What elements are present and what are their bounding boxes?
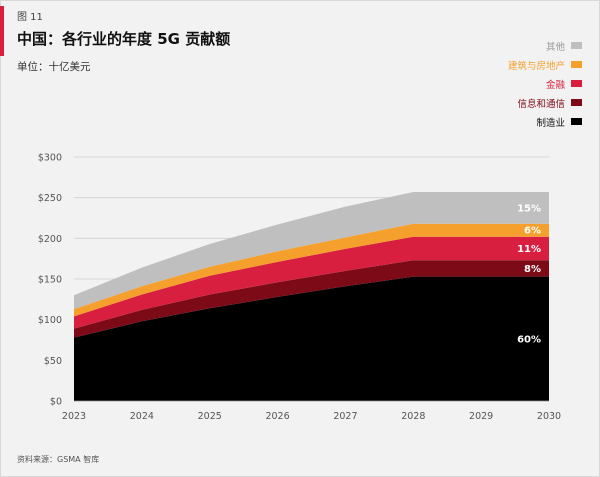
y-tick-label: $100 (38, 315, 62, 326)
y-tick-label: $0 (50, 397, 62, 408)
chart-title: 中国：各行业的年度 5G 贡献额 (17, 30, 231, 48)
x-tick-label: 2023 (62, 411, 86, 422)
legend-label: 信息和通信 (517, 98, 565, 110)
x-tick-label: 2029 (469, 411, 493, 422)
y-tick-label: $150 (38, 275, 62, 286)
legend: 其他 建筑与房地产 金融 信息和通信 制造业 (508, 36, 582, 131)
x-tick-label: 2024 (130, 411, 154, 422)
area-制造业 (74, 276, 549, 401)
figure-label: 图 11 (17, 12, 43, 23)
legend-item-other: 其他 (508, 36, 582, 55)
legend-swatch (571, 42, 582, 49)
data-label: 8% (524, 264, 541, 275)
y-tick-label: $50 (44, 356, 62, 367)
legend-swatch (571, 80, 582, 87)
source-label: 资料来源：GSMA 智库 (17, 455, 100, 464)
legend-label: 制造业 (536, 117, 565, 129)
x-tick-label: 2027 (333, 411, 357, 422)
data-label: 60% (517, 334, 541, 345)
legend-item-manufacturing: 制造业 (508, 112, 582, 131)
legend-label: 建筑与房地产 (507, 60, 565, 72)
area-建筑与房地产 (74, 223, 549, 317)
y-tick-label: $300 (38, 153, 62, 164)
legend-swatch (571, 61, 582, 68)
legend-item-construction: 建筑与房地产 (508, 55, 582, 74)
legend-item-ict: 信息和通信 (508, 93, 582, 112)
data-label: 11% (517, 244, 541, 255)
y-tick-label: $200 (38, 234, 62, 245)
area-金融 (74, 236, 549, 329)
legend-swatch (571, 118, 582, 125)
x-tick-label: 2028 (401, 411, 425, 422)
unit-label: 单位：十亿美元 (17, 61, 91, 73)
x-tick-label: 2026 (265, 411, 289, 422)
legend-label: 金融 (545, 79, 565, 91)
x-tick-label: 2025 (198, 411, 222, 422)
data-label: 6% (524, 226, 541, 237)
legend-swatch (571, 99, 582, 106)
area-信息和通信 (74, 260, 549, 338)
x-tick-label: 2030 (537, 411, 561, 422)
y-tick-label: $250 (38, 193, 62, 204)
legend-label: 其他 (545, 41, 565, 53)
legend-item-finance: 金融 (508, 74, 582, 93)
area-其他 (74, 192, 549, 310)
data-label: 15% (517, 203, 541, 214)
accent-bar (0, 6, 4, 56)
